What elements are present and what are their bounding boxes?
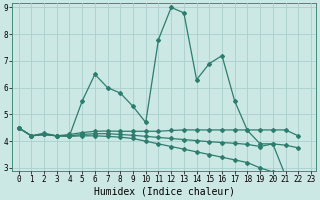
- X-axis label: Humidex (Indice chaleur): Humidex (Indice chaleur): [94, 187, 235, 197]
